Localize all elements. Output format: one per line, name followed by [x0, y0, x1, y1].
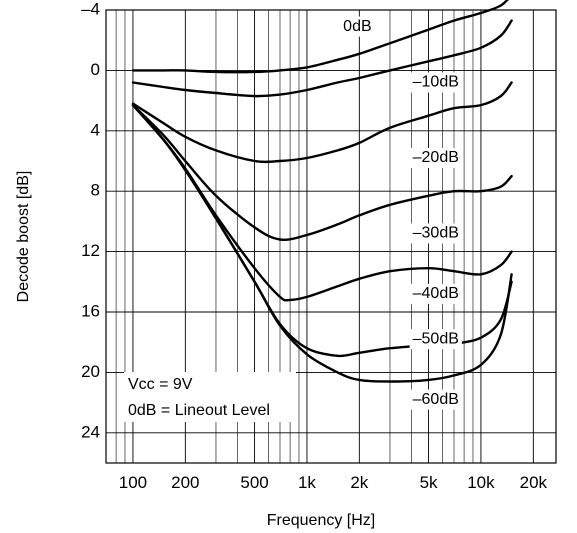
- curve-label: –30dB: [413, 225, 459, 242]
- x-tick-label: 200: [171, 473, 199, 492]
- curve-0db: [131, 0, 509, 74]
- curve-minus-20db: [131, 81, 513, 164]
- curve-minus-10db: [131, 19, 513, 98]
- x-tick-labels: 100 200 500 1k 2k 5k 10k 20k: [119, 473, 548, 492]
- curve-label-background: [409, 147, 462, 168]
- y-tick-label: 4: [91, 120, 100, 139]
- curve-label: –20dB: [413, 149, 459, 166]
- x-tick-label: 1k: [298, 473, 316, 492]
- grid-lines: [105, 9, 556, 463]
- curve-label: –60dB: [413, 391, 459, 408]
- y-tick-label: 16: [81, 301, 100, 320]
- plot-frame: [105, 9, 557, 464]
- curve-label-background: [409, 72, 462, 93]
- y-tick-label: 24: [81, 422, 100, 441]
- curve-minus-60db: [131, 103, 513, 383]
- curve-label-background: [409, 389, 462, 410]
- x-tick-label: 2k: [350, 473, 368, 492]
- y-axis-title: Decode boost [dB]: [15, 171, 32, 303]
- curve-label: 0dB: [343, 18, 371, 35]
- curve-label-layer: 0dB –10dB –20dB –30dB –40dB –50dB –60dB: [340, 16, 462, 410]
- curve-label: –50dB: [413, 330, 459, 347]
- y-tick-label: 8: [91, 181, 100, 200]
- x-tick-label: 5k: [420, 473, 438, 492]
- y-tick-labels: –4 0 4 8 12 16 20 24: [81, 0, 100, 441]
- y-tick-label: 12: [81, 241, 100, 260]
- x-axis-title: Frequency [Hz]: [267, 512, 375, 529]
- annotation-vcc: Vcc = 9V: [128, 376, 193, 393]
- x-tick-label: 500: [240, 473, 268, 492]
- y-tick-label: 20: [81, 362, 100, 381]
- x-tick-label: 10k: [467, 473, 495, 492]
- curve-minus-30db: [131, 103, 513, 241]
- y-tick-label: 0: [91, 60, 100, 79]
- curve-label-background: [340, 16, 375, 37]
- curve-label: –40dB: [413, 285, 459, 302]
- annotation-lineout-level: 0dB = Lineout Level: [128, 402, 270, 419]
- curve-label-background: [409, 283, 462, 304]
- annotation-background: [124, 372, 296, 422]
- curve-layer: [131, 0, 513, 383]
- curve-label: –10dB: [413, 74, 459, 91]
- x-tick-label: 20k: [520, 473, 548, 492]
- curve-minus-40db: [131, 103, 513, 302]
- curve-label-background: [409, 223, 462, 244]
- curve-label-background: [409, 329, 462, 350]
- x-tick-label: 100: [119, 473, 147, 492]
- y-tick-label: –4: [81, 0, 100, 18]
